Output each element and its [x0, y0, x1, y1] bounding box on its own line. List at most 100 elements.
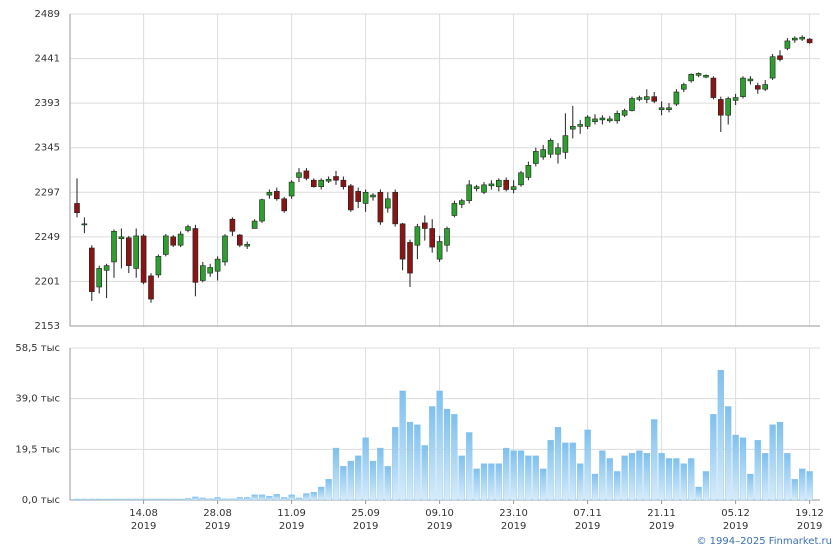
x-year-label: 2019 [797, 521, 822, 532]
candle-body [384, 198, 391, 209]
candle-body [666, 107, 672, 110]
candle-body [163, 235, 169, 255]
volume-bar [510, 450, 517, 501]
volume-bar [325, 479, 332, 501]
candle-body [296, 172, 302, 178]
volume-bar [784, 453, 791, 501]
candle-body [89, 247, 95, 292]
volume-bar [436, 390, 443, 501]
candle-body [259, 199, 265, 222]
volume-bar [769, 424, 776, 501]
candle-body [340, 179, 347, 188]
volume-bar [577, 463, 584, 501]
volume-bar [88, 498, 95, 501]
volume-bar [133, 498, 140, 501]
candle-body [407, 242, 413, 274]
candle-body [429, 228, 436, 248]
volume-bar [110, 498, 118, 501]
volume-bar [665, 458, 673, 501]
candle-body [303, 170, 310, 179]
volume-bar [680, 463, 687, 501]
volume-bar [221, 498, 229, 501]
candle-body [103, 265, 110, 271]
candle-body [562, 135, 569, 153]
x-year-label: 2019 [279, 521, 304, 532]
candle-body [81, 223, 88, 226]
volume-bar [540, 468, 547, 501]
volume-bar [414, 424, 421, 501]
volume-bar [266, 495, 273, 501]
volume-bar [473, 468, 480, 501]
volume-bar [480, 463, 488, 501]
volume-bar [236, 497, 243, 501]
y-tick-label: 2297 [35, 187, 60, 198]
x-tick-label: 21.11 [647, 508, 676, 519]
candle-body [569, 126, 576, 130]
volume-bar [732, 434, 739, 501]
candle-body [333, 176, 339, 181]
candle-body [370, 194, 376, 198]
volume-bar [739, 437, 747, 501]
volume-bar [554, 427, 562, 501]
volume-bar [214, 497, 221, 501]
x-tick-label: 14.08 [129, 508, 158, 519]
volume-bar [695, 486, 702, 501]
candle-body [325, 178, 332, 182]
volume-bar [547, 440, 554, 501]
y-tick-label: 2441 [35, 54, 60, 65]
candle-body [495, 179, 502, 188]
candle-body [118, 236, 125, 240]
candle-body [673, 91, 680, 105]
volume-bar [147, 498, 155, 501]
volume-bar [658, 453, 665, 501]
candle-body [473, 186, 480, 189]
candle-body [96, 268, 102, 288]
volume-bar [443, 408, 451, 501]
volume-bar [776, 421, 784, 501]
candle-body [347, 185, 354, 211]
candle-body [444, 228, 450, 246]
candle-body [703, 74, 709, 78]
candle-body [362, 191, 369, 204]
candle-body [318, 179, 325, 188]
candle-body [237, 234, 243, 246]
volume-bar [466, 432, 473, 501]
volume-bar [754, 440, 761, 501]
y-tick-label: 2393 [35, 98, 60, 109]
candle-body [688, 74, 695, 82]
candle-body [658, 107, 665, 110]
candle-body [229, 218, 236, 232]
candle-body [214, 258, 221, 272]
plot-layer: 2153 2201 2249 2297 2345 2393 2441 2489 0,0 тыс 1… [15, 9, 824, 532]
volume-bar [791, 479, 798, 501]
candle-body [784, 40, 791, 49]
candle-body [510, 186, 517, 190]
volume-bar [362, 437, 369, 501]
candle-body [584, 116, 591, 127]
volume-bar [673, 458, 680, 501]
candle-body [651, 96, 658, 102]
y-tick-label: 2153 [35, 321, 60, 332]
volume-bar [643, 453, 650, 501]
volume-bar [229, 498, 236, 501]
volume-bar [725, 406, 732, 501]
volume-bar [258, 494, 266, 501]
volume-bar [488, 463, 495, 501]
volume-bar [192, 496, 199, 501]
y-tick-label: 2201 [35, 276, 60, 287]
candle-body [555, 147, 561, 155]
candle-body [769, 56, 776, 79]
candle-body [592, 118, 598, 123]
candle-body [532, 151, 539, 164]
candle-body [747, 78, 754, 82]
candle-body [540, 149, 547, 158]
volume-bar [710, 414, 717, 501]
y-tick-label: 58,5 тыс [15, 343, 60, 354]
candle-body [200, 265, 206, 281]
volume-bar [406, 421, 414, 501]
candle-body [155, 256, 162, 276]
candle-body [377, 191, 384, 223]
candle-body [170, 236, 176, 246]
x-year-label: 2019 [427, 521, 452, 532]
candle-body [518, 172, 524, 186]
